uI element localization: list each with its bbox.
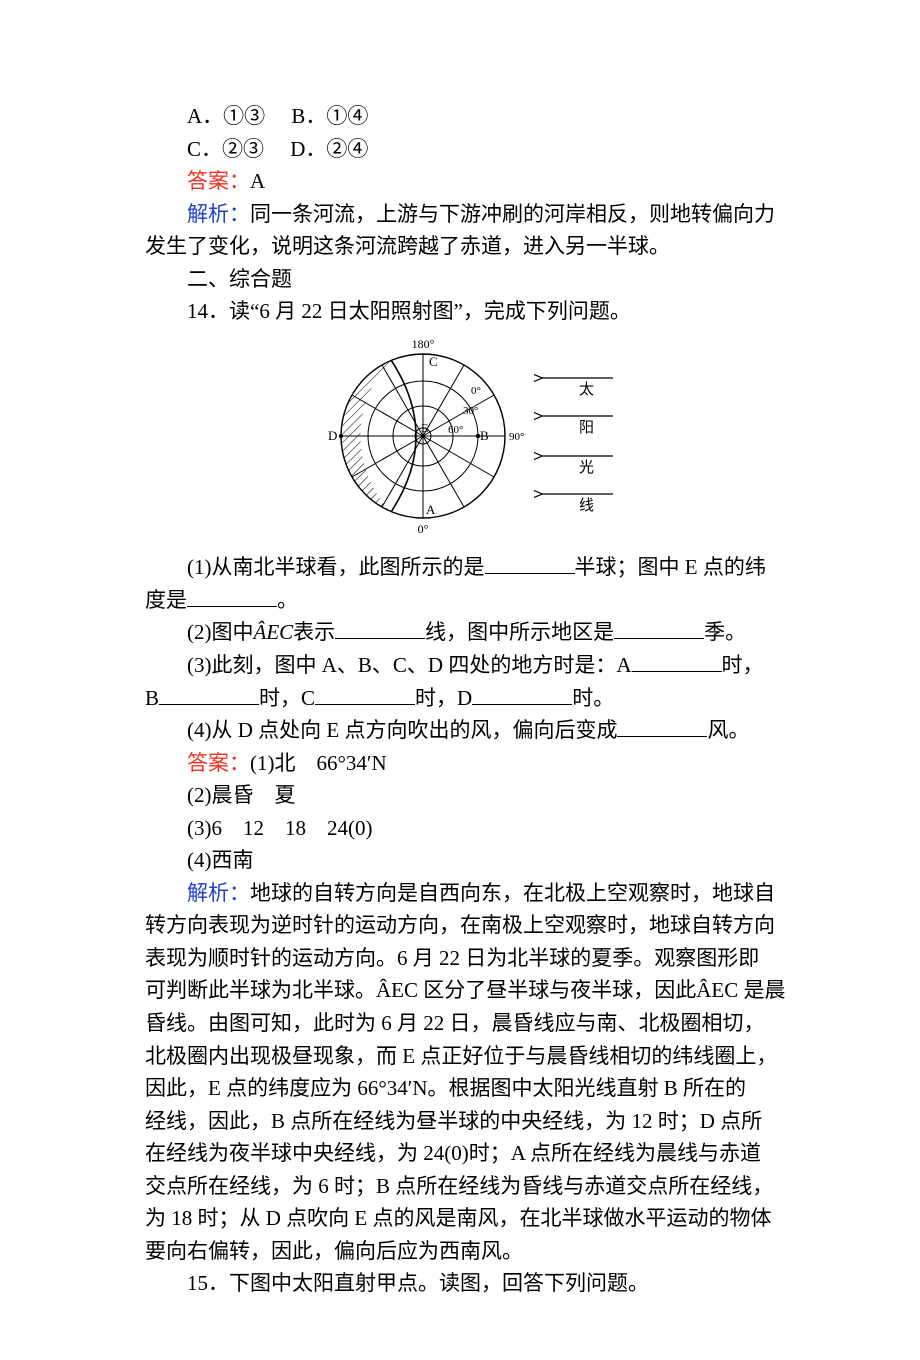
blank [632,650,722,672]
q14-2c: 线，图中所示地区是 [425,620,614,644]
q14-3e: 时，D [415,686,472,710]
a14-t0: 地球的自转方向是自西向东，在北极上空观察时，地球自 [250,881,775,905]
option-c: C．②③ [187,137,264,161]
q14-2a: (2)图中 [187,620,254,644]
q14-4b: 风。 [707,718,749,742]
label-rad30: 30° [463,405,478,417]
option-d: D．②④ [290,137,368,161]
answer-label: 答案： [187,169,250,193]
sun-char-2: 光 [579,459,594,476]
label-B: B [480,428,489,443]
blank [187,585,277,607]
blank [335,617,425,639]
sun-char-0: 太 [579,381,594,398]
section-2-heading: 二、综合题 [145,263,790,296]
q14-1d: 。 [277,588,298,612]
q14-sub1-line2: 度是 。 [145,584,790,617]
q14-1c: 度是 [145,588,187,612]
option-a: A．①③ [187,104,265,128]
q14-4a: (4)从 D 点处向 E 点方向吹出的风，偏向后变成 [187,718,617,742]
label-180: 180° [411,337,434,351]
analysis-14-line4: 昏线。由图可知，此时为 6 月 22 日，晨昏线应与南、北极圈相切， [145,1007,790,1040]
label-0bot: 0° [417,522,428,536]
label-rad90: 90° [509,431,524,443]
label-A: A [426,502,436,517]
analysis-14-line1: 转方向表现为逆时针的运动方向，在南极上空观察时，地球自转方向 [145,909,790,942]
label-rad0: 0° [471,385,481,397]
answer-14-3: (3)6 12 18 24(0) [145,812,790,845]
q14-3a: (3)此刻，图中 A、B、C、D 四处的地方时是：A [187,653,632,677]
answer-13: 答案：A [145,165,790,198]
analysis-14-line7: 经线，因此，B 点所在经线为昼半球的中央经线，为 12 时；D 点所 [145,1105,790,1138]
q14-3f: 时。 [572,686,614,710]
analysis-14-line11: 要向右偏转，因此，偏向后应为西南风。 [145,1235,790,1268]
ans14-1: (1)北 66°34′N [250,751,387,775]
blank [614,617,704,639]
blank [315,683,415,705]
analysis-14-line0: 解析：地球的自转方向是自西向东，在北极上空观察时，地球自 [145,877,790,910]
analysis-14-line10: 为 18 时；从 D 点吹向 E 点的风是南风，在北半球做水平运动的物体 [145,1202,790,1235]
sun-char-1: 阳 [579,419,594,436]
analysis-14-line9: 交点所在经线，为 6 时；B 点所在经线为昏线与赤道交点所在经线， [145,1170,790,1203]
document-page: A．①③ B．①④ C．②③ D．②④ 答案：A 解析：同一条河流，上游与下游冲… [0,0,920,1360]
q14-sub4: (4)从 D 点处向 E 点方向吹出的风，偏向后变成 风。 [145,714,790,747]
q14-sub3-line2: B 时，C 时，D 时。 [145,682,790,715]
analysis-13-text1: 同一条河流，上游与下游冲刷的河岸相反，则地转偏向力 [250,202,775,226]
q14-1b: 半球；图中 E 点的纬 [575,555,766,579]
sun-char-3: 线 [579,497,594,514]
q14-3b: 时， [722,653,764,677]
label-D: D [328,428,337,443]
q14-sub3-line1: (3)此刻，图中 A、B、C、D 四处的地方时是：A 时， [145,649,790,682]
arc-aec: ÂEC [254,620,294,644]
q14-3c: B [145,686,159,710]
sun-diagram-svg: 180° 0° 0° 30° 60° 90° C B A D E 太 阳 [313,336,623,536]
analysis-14-line6: 因此，E 点的纬度应为 66°34′N。根据图中太阳光线直射 B 所在的 [145,1072,790,1105]
option-line-cd: C．②③ D．②④ [145,133,790,166]
analysis-14-line2: 表现为顺时针的运动方向。6 月 22 日为北半球的夏季。观察图形即 [145,942,790,975]
q14-1a: (1)从南北半球看，此图所示的是 [187,555,485,579]
option-b: B．①④ [291,104,368,128]
label-E: E [421,421,428,435]
analysis-label: 解析： [187,881,250,905]
answer-13-value: A [250,169,265,193]
label-C: C [429,354,438,369]
analysis-14-line8: 在经线为夜半球中央经线，为 24(0)时；A 点所在经线为晨线与赤道 [145,1137,790,1170]
answer-14-1: 答案：(1)北 66°34′N [145,747,790,780]
q14-diagram: 180° 0° 0° 30° 60° 90° C B A D E 太 阳 [145,336,790,546]
blank [485,552,575,574]
q14-2d: 季。 [704,620,746,644]
blank [159,683,259,705]
q15-stem: 15．下图中太阳直射甲点。读图，回答下列问题。 [145,1267,790,1300]
answer-14-2: (2)晨昏 夏 [145,779,790,812]
q14-3d: 时，C [259,686,315,710]
answer-14-4: (4)西南 [145,844,790,877]
analysis-13-line1: 解析：同一条河流，上游与下游冲刷的河岸相反，则地转偏向力 [145,198,790,231]
analysis-label: 解析： [187,202,250,226]
analysis-14-line3: 可判断此半球为北半球。ÂEC 区分了昼半球与夜半球，因此ÂEC 是晨 [145,974,790,1007]
analysis-14-line5: 北极圈内出现极昼现象，而 E 点正好位于与晨昏线相切的纬线圈上， [145,1040,790,1073]
q14-stem: 14．读“6 月 22 日太阳照射图”，完成下列问题。 [145,295,790,328]
option-line-ab: A．①③ B．①④ [145,100,790,133]
q14-2b: 表示 [293,620,335,644]
blank [472,683,572,705]
q14-sub2: (2)图中ÂEC表示 线，图中所示地区是 季。 [145,616,790,649]
q14-sub1-line1: (1)从南北半球看，此图所示的是 半球；图中 E 点的纬 [145,551,790,584]
analysis-13-line2: 发生了变化，说明这条河流跨越了赤道，进入另一半球。 [145,230,790,263]
label-rad60: 60° [448,424,463,436]
answer-label: 答案： [187,751,250,775]
blank [617,715,707,737]
sunlight-arrows [541,378,613,494]
